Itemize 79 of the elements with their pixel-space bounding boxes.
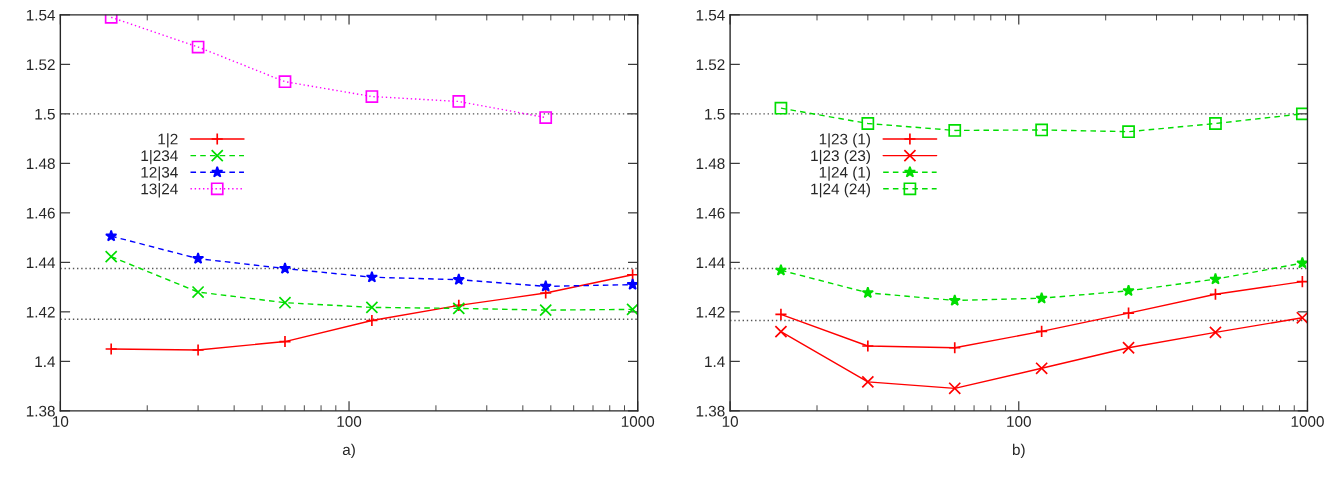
point xyxy=(1209,272,1222,285)
point xyxy=(626,302,638,316)
point xyxy=(278,335,292,348)
point xyxy=(1122,125,1135,139)
point xyxy=(539,279,552,292)
point xyxy=(1035,325,1049,338)
y-tick-label: 1.5 xyxy=(35,108,55,120)
x-axis-title: a) xyxy=(342,443,355,459)
point xyxy=(365,270,379,283)
point xyxy=(948,124,962,137)
point xyxy=(278,296,292,310)
y-tick-label: 1.42 xyxy=(696,306,725,318)
x-tick-label: 100 xyxy=(1007,416,1031,427)
point xyxy=(1035,291,1048,304)
y-tick-label: 1.42 xyxy=(26,306,55,318)
legend-label: 1|23 (23) xyxy=(811,149,870,165)
point xyxy=(104,250,118,264)
legend-label: 1|2 xyxy=(158,133,178,148)
point xyxy=(1035,123,1049,137)
x-tick-label: 100 xyxy=(337,416,362,427)
y-tick-label: 1.52 xyxy=(26,59,55,71)
legend-label: 1|23 (1) xyxy=(819,133,870,148)
point xyxy=(1035,361,1049,375)
point xyxy=(861,375,875,389)
point xyxy=(1295,275,1308,289)
point xyxy=(1296,256,1308,269)
point xyxy=(1209,287,1222,301)
point xyxy=(626,278,638,290)
y-tick-label: 1.44 xyxy=(696,257,725,268)
legend-label: 1|24 (1) xyxy=(819,166,870,181)
y-tick-label: 1.52 xyxy=(696,59,725,71)
point xyxy=(1295,311,1308,325)
y-tick-label: 1.54 xyxy=(696,9,725,21)
x-tick-label: 10 xyxy=(53,416,69,427)
y-tick-label: 1.4 xyxy=(35,356,56,367)
point xyxy=(774,307,788,321)
point xyxy=(1209,326,1222,339)
x-axis-title: b) xyxy=(1012,443,1025,459)
point xyxy=(191,285,205,299)
point xyxy=(861,117,875,130)
point xyxy=(774,325,788,339)
point xyxy=(278,262,292,274)
legend-label: 13|24 xyxy=(141,183,178,198)
y-tick-label: 1.44 xyxy=(26,257,56,268)
point xyxy=(278,75,292,89)
legend-label: 1|24 (24) xyxy=(811,183,870,198)
legend-label: 12|34 xyxy=(141,166,178,181)
point xyxy=(539,303,553,317)
point xyxy=(774,101,788,115)
y-tick-label: 1.46 xyxy=(26,207,55,219)
y-tick-label: 1.54 xyxy=(26,9,56,21)
point xyxy=(365,301,379,314)
y-tick-label: 1.38 xyxy=(26,405,55,417)
y-tick-label: 1.5 xyxy=(705,108,725,120)
x-tick-label: 1000 xyxy=(621,416,655,427)
legend-label: 1|234 xyxy=(141,149,178,165)
point xyxy=(1209,117,1222,130)
point xyxy=(105,229,118,242)
y-tick-label: 1.38 xyxy=(696,405,725,417)
point xyxy=(1122,284,1135,297)
point xyxy=(861,286,874,299)
point xyxy=(365,90,379,103)
point xyxy=(539,111,553,124)
y-tick-label: 1.48 xyxy=(26,158,55,170)
point xyxy=(452,95,466,108)
point xyxy=(774,263,788,276)
y-tick-label: 1.48 xyxy=(696,158,725,170)
y-tick-label: 1.46 xyxy=(696,207,725,219)
point xyxy=(191,252,205,264)
point xyxy=(452,273,465,286)
y-tick-label: 1.4 xyxy=(705,356,725,367)
point xyxy=(1122,306,1135,320)
x-tick-label: 10 xyxy=(722,416,738,427)
x-tick-label: 1000 xyxy=(1291,416,1324,427)
point xyxy=(104,14,118,24)
point xyxy=(948,381,962,395)
point xyxy=(948,294,961,306)
point xyxy=(1122,341,1135,355)
point xyxy=(191,40,205,54)
